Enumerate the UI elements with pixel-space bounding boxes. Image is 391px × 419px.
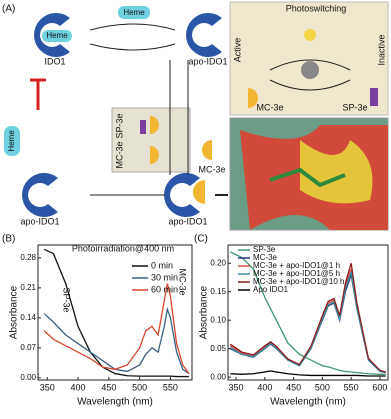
apo-label: apo-IDO1	[168, 216, 207, 226]
series-line	[43, 248, 189, 378]
x-tick-label: 450	[286, 382, 301, 392]
light-sphere	[301, 61, 319, 79]
apo-label: apo-IDO1	[188, 56, 227, 66]
x-tick-label: 550	[344, 382, 359, 392]
ido1-label: IDO1	[44, 56, 65, 66]
x-tick-label: 500	[315, 382, 330, 392]
heme-label: Heme	[123, 8, 145, 17]
annotation: MC-3e	[178, 268, 188, 295]
x-axis-title: Wavelength (nm)	[270, 397, 346, 408]
mc-icons	[150, 88, 258, 204]
legend-label: MC-3e	[253, 253, 278, 262]
heme-icons	[4, 6, 150, 156]
x-tick-label: 550	[163, 382, 178, 392]
y-tick-label: 0.28	[20, 253, 36, 262]
y-tick-label: 0.05	[210, 344, 226, 353]
inactive-label: Inactive	[376, 34, 386, 65]
y-tick-label: 0.00	[210, 372, 226, 381]
series-line	[43, 283, 190, 374]
series-line	[230, 370, 386, 377]
sp-label: SP-3e	[114, 113, 124, 138]
mc-label: MC-3e	[114, 141, 124, 168]
panel-label: (A)	[2, 4, 15, 15]
y-tick-label: 0.14	[20, 313, 36, 322]
sp-label: SP-3e	[342, 102, 367, 112]
legend-label: 0 min	[151, 260, 173, 270]
arrows	[89, 23, 351, 196]
active-label: Active	[232, 38, 242, 63]
legend-label: 30 min	[151, 272, 178, 282]
bulb	[304, 29, 316, 41]
panel-label: (B)	[2, 234, 15, 245]
series-line	[229, 263, 386, 373]
annotation: SP-3e	[62, 287, 72, 312]
y-tick-label: 0.00	[20, 373, 36, 382]
protein-icons	[22, 13, 222, 218]
x-axis-title: Wavelength (nm)	[77, 397, 153, 408]
mc-label: MC-3e	[256, 102, 283, 112]
x-tick-label: 500	[132, 382, 147, 392]
x-tick-label: 600	[372, 382, 387, 392]
x-tick-label: 400	[71, 382, 86, 392]
legend-label: Apo IDO1	[253, 285, 289, 294]
x-tick-label: 350	[229, 382, 244, 392]
y-tick-label: 0.20	[210, 258, 226, 267]
y-axis-title: Absorbance	[9, 285, 20, 339]
legend-label: SP-3e	[253, 245, 276, 254]
series-line	[229, 271, 386, 374]
sp-icon	[370, 88, 378, 106]
x-tick-label: 450	[101, 382, 116, 392]
plot-frame	[37, 244, 193, 381]
ligand	[269, 167, 346, 188]
photoswitching-label: Photoswitching	[286, 3, 347, 13]
y-axis-title: Absorbance	[199, 285, 210, 339]
heme-label: Heme	[46, 31, 68, 40]
surface	[300, 140, 373, 204]
y-tick-label: 0.07	[20, 343, 36, 352]
legend-label: MC-3e + apo-IDO1@5 h	[253, 269, 340, 278]
mc-label: MC-3e	[198, 164, 225, 174]
y-tick-label: 0.15	[210, 287, 226, 296]
series-line	[43, 306, 190, 375]
plot-frame	[227, 244, 389, 381]
y-tick-label: 0.21	[20, 283, 36, 292]
apo-label: apo-IDO1	[20, 216, 59, 226]
inhibition	[30, 78, 46, 110]
legend-label: MC-3e + apo-IDO1@1 h	[253, 261, 340, 270]
legend-label: MC-3e + apo-IDO1@10 h	[253, 277, 345, 286]
legend-label: 60 min	[151, 284, 178, 294]
y-tick-label: 0.10	[210, 315, 226, 324]
chart-title: Photoirradiation@400 nm	[72, 243, 174, 253]
sp-icon	[140, 120, 146, 134]
panel-label: (C)	[194, 234, 208, 245]
x-tick-label: 350	[40, 382, 55, 392]
x-tick-label: 400	[257, 382, 272, 392]
series-line	[230, 251, 386, 375]
heme-label: Heme	[7, 130, 16, 152]
